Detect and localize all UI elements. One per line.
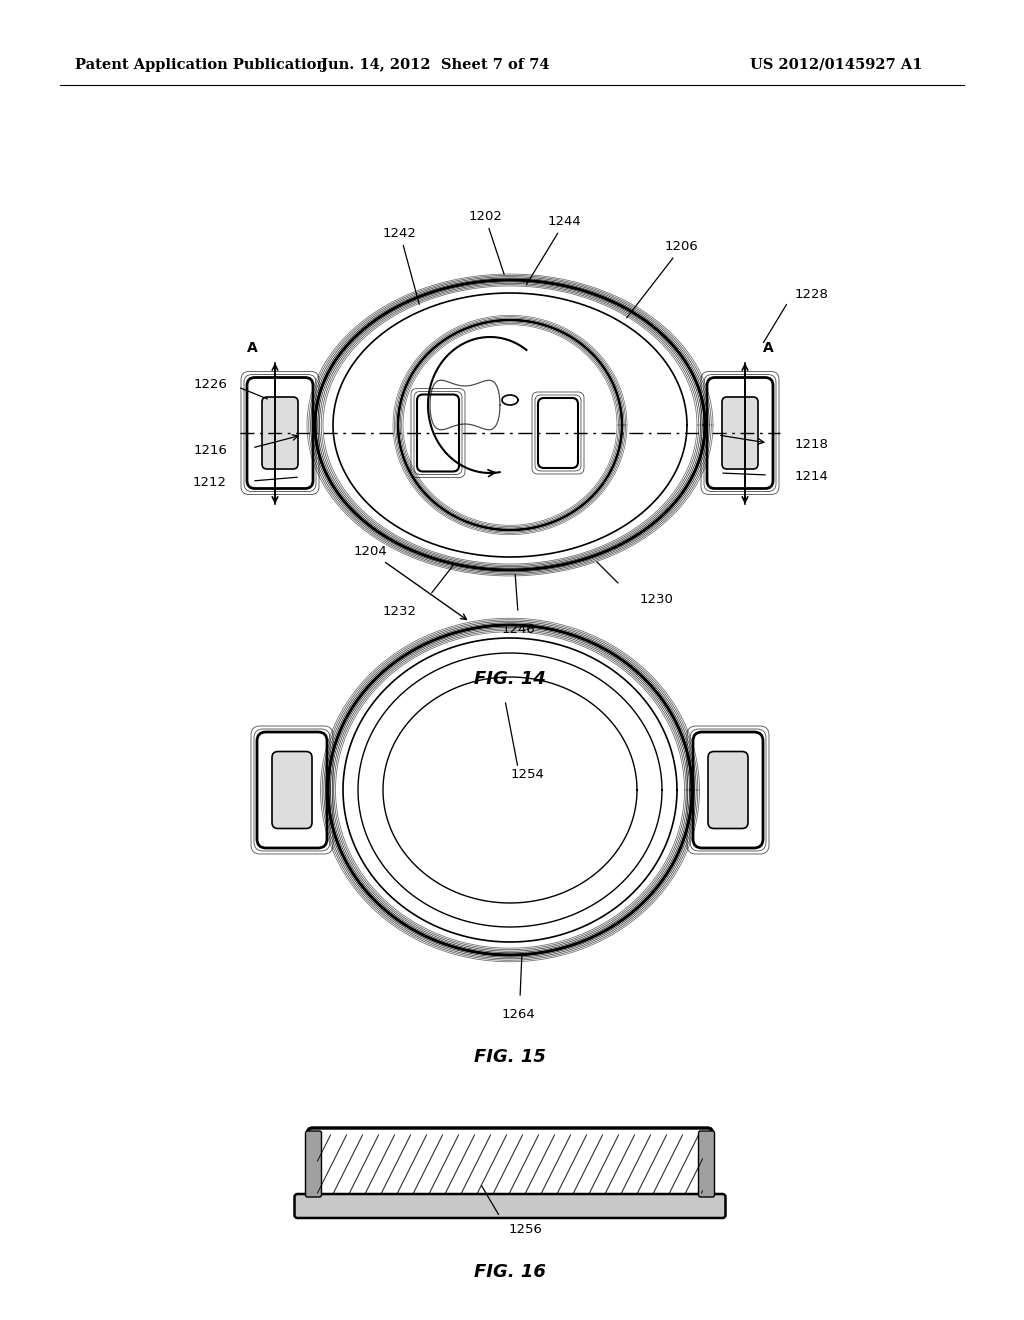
Text: FIG. 14: FIG. 14 — [474, 671, 546, 688]
Text: 1246: 1246 — [501, 623, 535, 636]
Text: 1212: 1212 — [193, 477, 227, 490]
FancyBboxPatch shape — [693, 733, 763, 847]
Text: 1256: 1256 — [508, 1224, 542, 1236]
Text: 1244: 1244 — [526, 215, 582, 285]
Text: Jun. 14, 2012  Sheet 7 of 74: Jun. 14, 2012 Sheet 7 of 74 — [321, 58, 549, 73]
Text: 1254: 1254 — [511, 768, 545, 781]
Text: 1228: 1228 — [795, 289, 828, 301]
FancyBboxPatch shape — [722, 397, 758, 469]
Text: 1216: 1216 — [194, 444, 227, 457]
FancyBboxPatch shape — [262, 397, 298, 469]
Text: US 2012/0145927 A1: US 2012/0145927 A1 — [750, 58, 923, 73]
Text: 1230: 1230 — [640, 593, 674, 606]
Text: FIG. 16: FIG. 16 — [474, 1263, 546, 1280]
FancyBboxPatch shape — [538, 399, 578, 469]
FancyBboxPatch shape — [707, 378, 773, 488]
Text: 1214: 1214 — [795, 470, 828, 483]
Text: 1264: 1264 — [501, 1008, 535, 1020]
Text: 1226: 1226 — [194, 379, 227, 392]
Text: A: A — [763, 341, 773, 355]
Text: 1218: 1218 — [795, 438, 828, 451]
Text: 1242: 1242 — [383, 227, 419, 305]
Text: Patent Application Publication: Patent Application Publication — [75, 58, 327, 73]
FancyBboxPatch shape — [295, 1195, 725, 1218]
Text: 1202: 1202 — [468, 210, 504, 275]
FancyBboxPatch shape — [708, 751, 748, 829]
Text: 1204: 1204 — [353, 545, 467, 619]
Text: A: A — [247, 341, 257, 355]
Text: FIG. 15: FIG. 15 — [474, 1048, 546, 1067]
FancyBboxPatch shape — [305, 1131, 322, 1197]
FancyBboxPatch shape — [272, 751, 312, 829]
FancyBboxPatch shape — [698, 1131, 715, 1197]
Text: 1232: 1232 — [383, 605, 417, 618]
Text: 1206: 1206 — [627, 240, 698, 318]
FancyBboxPatch shape — [307, 1129, 713, 1200]
FancyBboxPatch shape — [257, 733, 327, 847]
FancyBboxPatch shape — [247, 378, 313, 488]
FancyBboxPatch shape — [417, 395, 459, 471]
